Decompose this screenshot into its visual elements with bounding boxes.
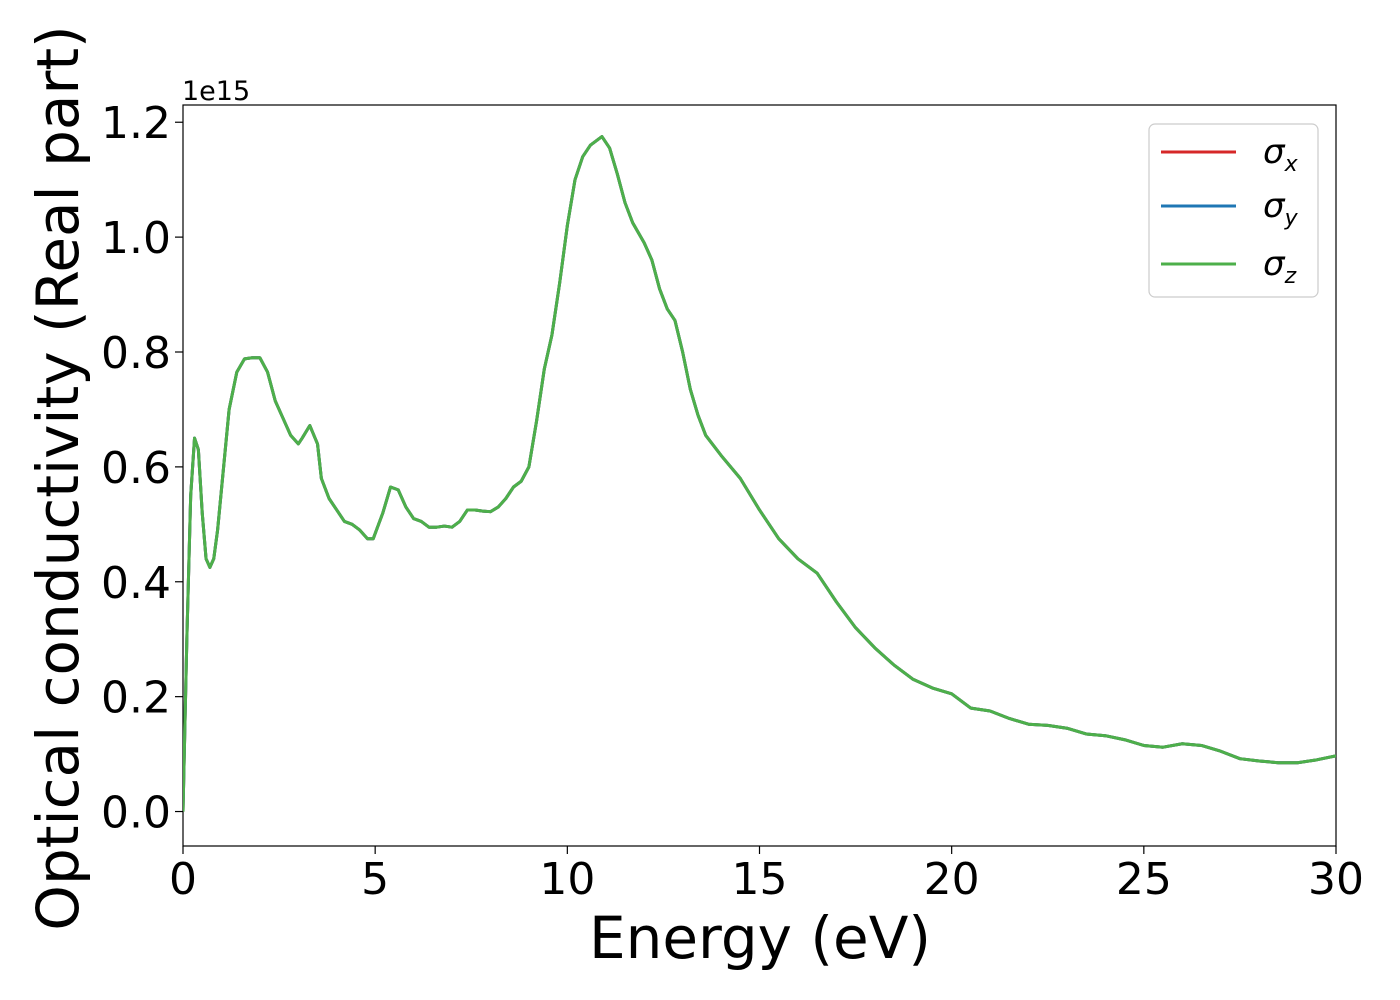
x-tick-label: 10: [539, 854, 595, 905]
x-tick-label: 5: [361, 854, 389, 905]
y-tick-label: 0.8: [101, 328, 171, 379]
legend-box: [1148, 123, 1319, 298]
y-tick-label: 1.0: [101, 213, 171, 264]
x-tick-label: 25: [1116, 854, 1172, 905]
legend-label-z: σz: [1263, 244, 1297, 289]
y-axis-ticks: 0.0 0.2 0.4 0.6 0.8 1.0 1.2: [101, 98, 183, 839]
series-lines: [183, 135, 1336, 812]
y-axis-title: Optical conductivity (Real part): [24, 25, 92, 930]
x-tick-label: 15: [732, 854, 788, 905]
y-tick-label: 1.2: [101, 98, 171, 149]
y-tick-label: 0.4: [101, 558, 171, 609]
y-offset-label: 1e15: [182, 76, 250, 107]
y-tick-label: 0.6: [101, 443, 171, 494]
series-line-z: [183, 135, 1336, 812]
y-tick-label: 0.0: [101, 788, 171, 839]
y-tick-label: 0.2: [101, 673, 171, 724]
x-tick-label: 0: [169, 854, 197, 905]
x-axis-title: Energy (eV): [589, 904, 931, 972]
x-tick-label: 30: [1308, 854, 1364, 905]
x-tick-label: 20: [924, 854, 980, 905]
x-axis-ticks: 0 5 10 15 20 25 30: [169, 846, 1364, 905]
